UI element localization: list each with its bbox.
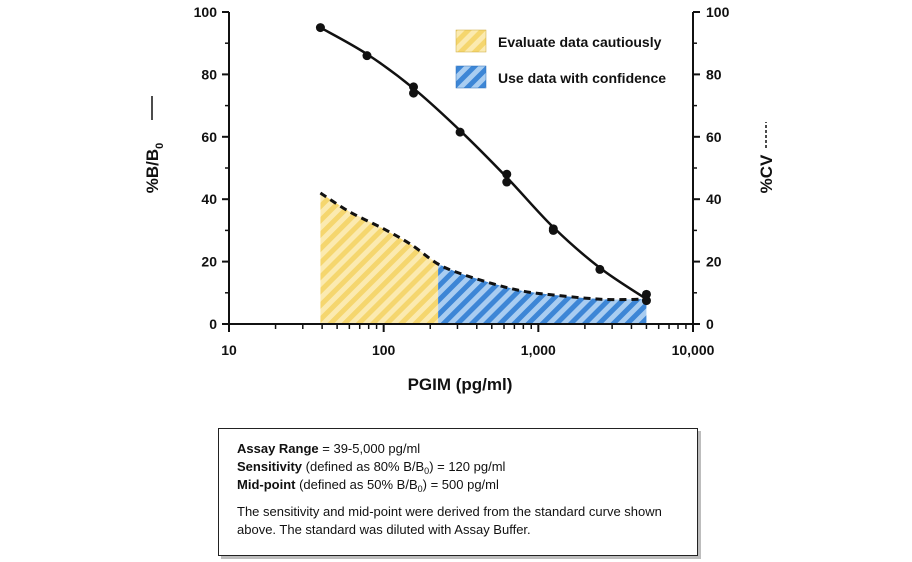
y-axis-right-title: %CV — [757, 122, 776, 193]
y-left-title-main: %B/B — [143, 149, 162, 193]
x-axis-title: PGIM (pg/ml) — [408, 375, 513, 394]
b-b0-data-point — [641, 296, 651, 306]
sensitivity-definition: (defined as 80% B/B — [302, 459, 425, 474]
b-b0-data-point — [409, 88, 419, 98]
y-right-tick-label: 40 — [706, 191, 722, 207]
b-b0-data-point — [315, 23, 325, 33]
axes: 0 0 20 20 40 40 60 60 80 80 100 100 10 100 1,000 10,000 — [194, 4, 730, 358]
b-b0-solid-line — [319, 26, 648, 301]
legend-label-caution: Evaluate data cautiously — [498, 34, 662, 50]
shaded-regions — [320, 193, 647, 324]
y-right-title-text: %CV — [757, 154, 776, 193]
cv-dashed-line — [319, 191, 647, 302]
sensitivity-subscript: 0 — [424, 466, 430, 476]
y-right-tick-label: 60 — [706, 129, 722, 145]
assay-range-value: = 39-5,000 pg/ml — [318, 441, 421, 456]
standard-curve-chart: 0 0 20 20 40 40 60 60 80 80 100 100 10 100 1,000 10,000… — [143, 4, 776, 394]
series — [315, 23, 651, 306]
sensitivity-value: ) = 120 pg/ml — [429, 459, 506, 474]
y-left-tick-label: 20 — [201, 254, 217, 270]
y-right-tick-label: 0 — [706, 316, 714, 332]
derivation-note: The sensitivity and mid-point were deriv… — [237, 504, 662, 537]
b-b0-data-point — [641, 289, 651, 299]
y-left-tick-label: 0 — [209, 316, 217, 332]
assay-range-line: Assay Range = 39-5,000 pg/ml — [237, 440, 681, 458]
b-b0-data-point — [502, 169, 512, 179]
midpoint-subscript: 0 — [417, 484, 423, 494]
midpoint-label: Mid-point — [237, 477, 296, 492]
x-tick-label: 10,000 — [672, 342, 715, 358]
y-axis-left-title: %B/B0 — [143, 96, 166, 193]
midpoint-definition: (defined as 50% B/B — [295, 477, 418, 492]
legend-label-confidence: Use data with confidence — [498, 70, 666, 86]
y-left-tick-label: 100 — [194, 4, 218, 20]
x-tick-label: 10 — [221, 342, 237, 358]
x-tick-label: 100 — [372, 342, 396, 358]
y-right-tick-label: 80 — [706, 66, 722, 82]
y-left-tick-label: 40 — [201, 191, 217, 207]
midpoint-line: Mid-point (defined as 50% B/B0) = 500 pg… — [237, 476, 681, 494]
legend-swatch-confidence — [455, 65, 487, 89]
midpoint-value: ) = 500 pg/ml — [422, 477, 499, 492]
b-b0-data-point — [595, 264, 605, 274]
b-b0-data-point — [409, 82, 419, 92]
assay-info-box: Assay Range = 39-5,000 pg/ml Sensitivity… — [218, 428, 698, 556]
legend: Evaluate data cautiously Use data with c… — [455, 29, 666, 89]
assay-range-label: Assay Range — [237, 441, 319, 456]
y-right-tick-label: 100 — [706, 4, 730, 20]
svg-text:%B/B0: %B/B0 — [143, 143, 166, 194]
sensitivity-label: Sensitivity — [237, 459, 303, 474]
b-b0-data-point — [548, 225, 558, 235]
region-evaluate-cautiously — [320, 193, 439, 324]
x-tick-label: 1,000 — [521, 342, 556, 358]
y-right-tick-label: 20 — [706, 254, 722, 270]
legend-swatch-caution — [455, 29, 487, 53]
y-left-tick-label: 80 — [201, 66, 217, 82]
b-b0-data-point — [362, 51, 372, 61]
y-left-tick-label: 60 — [201, 129, 217, 145]
sensitivity-line: Sensitivity (defined as 80% B/B0) = 120 … — [237, 458, 681, 476]
b-b0-data-point — [502, 177, 512, 187]
b-b0-data-point — [455, 127, 465, 137]
y-left-title-sub: 0 — [154, 143, 166, 149]
